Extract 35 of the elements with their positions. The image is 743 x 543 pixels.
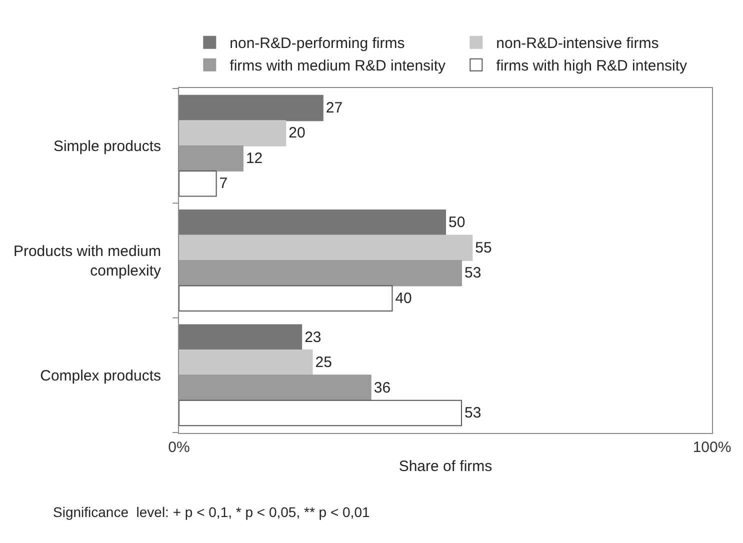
data-label: 20 (288, 124, 306, 142)
x-axis-title: Share of firms (398, 458, 492, 475)
data-label: 36 (374, 379, 391, 396)
legend-label: firms with medium R&D intensity (230, 58, 446, 75)
data-label: 50 (448, 214, 466, 232)
bar (179, 400, 462, 426)
x-tick-label: 0% (168, 439, 190, 456)
data-label: 53 (464, 404, 482, 422)
y-tick-label: Products with medium complexity (13, 243, 162, 280)
bar (179, 170, 217, 197)
data-label: 25 (315, 354, 332, 372)
data-label: 27 (326, 99, 343, 116)
data-label: 12 (246, 150, 263, 167)
y-tick-label: Complex products (40, 367, 161, 384)
legend-label: non-R&D-performing firms (230, 35, 405, 52)
bar (179, 120, 286, 146)
data-label: 23 (304, 328, 322, 346)
bar (179, 94, 324, 122)
data-label: 55 (475, 239, 492, 256)
bar (179, 260, 462, 286)
bar (179, 285, 393, 312)
text: Significance level: + p < 0,1, * p < 0,05, ** p < 0,01 (53, 504, 370, 520)
y-tick-label: Simple products (53, 138, 161, 156)
data-label: 7 (219, 175, 228, 192)
bar (179, 145, 244, 172)
data-label: 40 (395, 290, 412, 307)
legend-label: firms with high R&D intensity (496, 58, 688, 75)
data-label: 53 (464, 264, 482, 282)
bar (179, 210, 446, 236)
bar (179, 349, 313, 376)
bar (179, 374, 372, 401)
x-tick-label: 100% (692, 439, 732, 456)
legend-label: non-R&D-intensive firms (496, 35, 659, 52)
bar (179, 324, 302, 350)
bar (179, 234, 473, 261)
